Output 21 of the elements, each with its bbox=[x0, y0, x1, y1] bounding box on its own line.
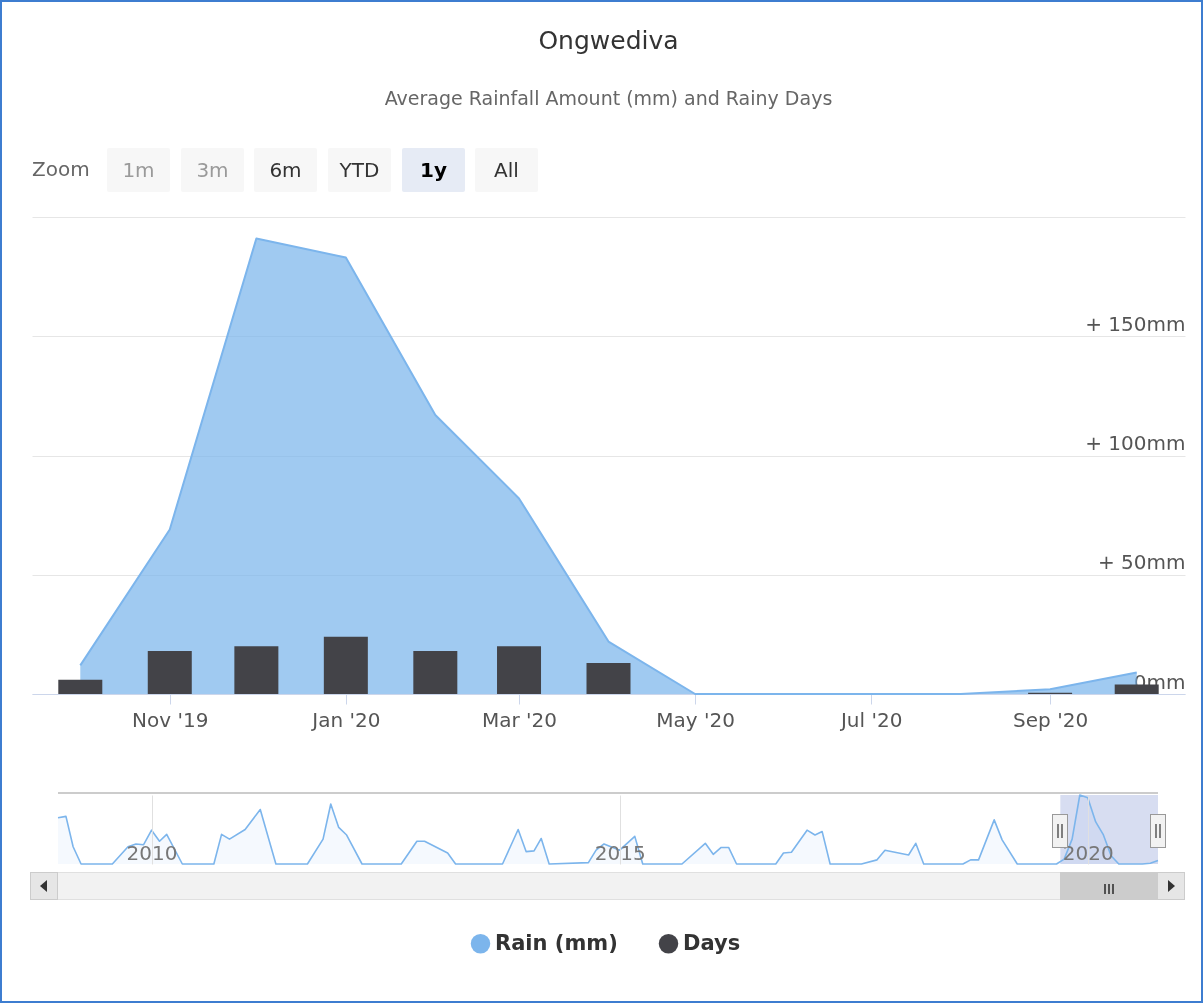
x-tick-label: Jul '20 bbox=[838, 707, 903, 732]
chart-title: Ongwediva bbox=[538, 26, 679, 55]
legend-label: Rain (mm) bbox=[495, 930, 618, 955]
x-tick-label: Nov '19 bbox=[132, 707, 209, 732]
y-tick-label: + 50mm bbox=[1097, 550, 1186, 575]
legend-label: Days bbox=[683, 930, 741, 955]
zoom-button: 3m bbox=[181, 148, 244, 192]
zoom-button: All bbox=[475, 148, 538, 192]
zoom-button: 1m bbox=[107, 148, 170, 192]
zoom-label: Zoom bbox=[32, 157, 90, 181]
zoom-button: 1y bbox=[402, 148, 465, 192]
y-tick-label: + 100mm bbox=[1085, 431, 1186, 455]
x-tick-label: Sep '20 bbox=[1013, 707, 1089, 732]
x-tick-label: Mar '20 bbox=[482, 707, 558, 732]
x-tick-label: 2010 bbox=[126, 840, 178, 865]
chart-subtitle: Average Rainfall Amount (mm) and Rainy Days bbox=[384, 87, 833, 109]
x-tick-label: May '20 bbox=[656, 707, 735, 732]
zoom-button: YTD bbox=[328, 148, 391, 192]
zoom-button: 6m bbox=[254, 148, 317, 192]
y-tick-label: + 150mm bbox=[1085, 311, 1186, 336]
x-tick-label: Jan '20 bbox=[310, 707, 381, 732]
